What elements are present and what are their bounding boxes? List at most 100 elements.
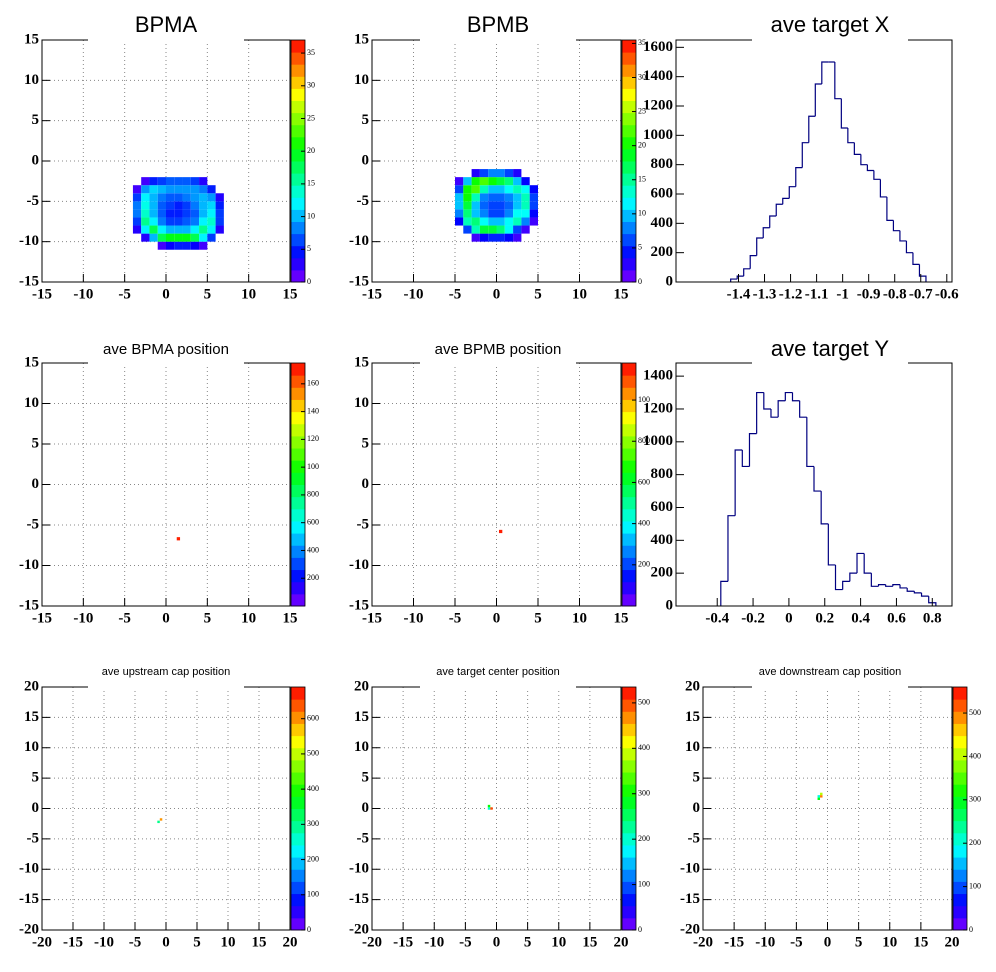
heatmap-cell <box>182 201 191 210</box>
palette-band <box>953 711 967 724</box>
heatmap-cell <box>174 193 183 202</box>
heatmap-cell <box>488 193 497 202</box>
palette-band <box>622 723 636 737</box>
histogram-bin <box>860 154 868 166</box>
histogram-bin <box>847 128 855 144</box>
palette-band <box>291 245 305 259</box>
heatmap-cell <box>199 177 208 186</box>
histogram-bin <box>795 167 803 187</box>
heatmap-cell <box>190 217 200 226</box>
z-tick-label: 15 <box>307 179 315 188</box>
palette-band <box>622 759 636 773</box>
heatmap-cell <box>159 818 163 821</box>
histogram-bin <box>912 252 920 265</box>
heatmap-cell <box>190 209 200 218</box>
z-tick-label: 800 <box>307 490 319 499</box>
histogram-bin <box>801 142 809 168</box>
palette-band <box>622 881 636 895</box>
heatmap-cell <box>166 193 175 202</box>
palette-band <box>291 857 305 870</box>
y-tick-label: -10 <box>19 557 39 573</box>
x-tick-label: -20 <box>362 934 382 950</box>
heatmap-cell <box>488 185 497 194</box>
title-box <box>420 12 576 42</box>
y-tick-label: 1400 <box>643 68 673 84</box>
y-tick-label: 10 <box>685 739 700 755</box>
heatmap-cell <box>479 209 489 218</box>
x-tick-label: 15 <box>283 286 298 302</box>
y-tick-label: 200 <box>651 244 674 260</box>
heatmap-cell <box>149 225 158 234</box>
chart-title: ave BPMA position <box>103 341 229 358</box>
histogram-bin <box>784 391 793 401</box>
histogram-bin <box>763 392 771 410</box>
title-box <box>752 336 908 366</box>
heatmap-cell <box>207 225 216 234</box>
x-tick-label: -5 <box>459 934 472 950</box>
y-tick-label: -10 <box>349 557 369 573</box>
z-tick-label: 30 <box>307 81 315 90</box>
heatmap-cell <box>141 185 150 194</box>
heatmap-cell <box>182 209 191 218</box>
y-tick-label: 15 <box>24 709 39 725</box>
heatmap-cell <box>174 225 183 234</box>
y-tick-label: 0 <box>32 152 40 168</box>
palette-frame <box>621 686 637 931</box>
heatmap-cell <box>176 537 181 541</box>
x-tick-label: -5 <box>790 934 803 950</box>
heatmap-cell <box>504 217 514 226</box>
x-tick-label: -10 <box>73 610 93 626</box>
x-tick-label: -5 <box>449 610 462 626</box>
palette-band <box>622 772 636 785</box>
palette-band <box>622 76 636 89</box>
chart-title: ave target Y <box>771 336 890 361</box>
palette-band <box>622 545 636 558</box>
x-tick-label: -10 <box>424 934 444 950</box>
x-tick-label: 0.6 <box>887 610 906 626</box>
heatmap-cell <box>471 201 480 210</box>
y-tick-label: 5 <box>362 435 370 451</box>
palette-band <box>953 772 967 785</box>
heatmap-cell <box>463 201 472 210</box>
y-tick-label: 15 <box>685 709 700 725</box>
z-tick-label: 400 <box>307 784 319 793</box>
heatmap-cell <box>157 241 166 250</box>
heatmap-cell <box>207 193 216 202</box>
palette-band <box>622 869 636 882</box>
palette-band <box>291 545 305 558</box>
y-tick-label: 1000 <box>643 127 673 143</box>
heatmap-cell <box>529 185 538 194</box>
title-box <box>88 336 244 366</box>
palette-band <box>622 245 636 259</box>
x-tick-label: -10 <box>404 286 424 302</box>
heatmap-cell <box>455 193 464 202</box>
z-tick-label: 0 <box>638 925 642 934</box>
x-tick-label: -5 <box>118 610 131 626</box>
y-tick-label: 600 <box>651 185 674 201</box>
y-tick-label: 1000 <box>643 433 673 449</box>
heatmap-cell <box>455 177 464 186</box>
heatmap-cell <box>166 241 175 250</box>
heatmap-cell <box>463 193 472 202</box>
heatmap-cell <box>496 217 505 226</box>
y-tick-label: -10 <box>349 861 369 877</box>
palette-band <box>291 257 305 271</box>
x-tick-label: -20 <box>693 934 713 950</box>
heatmap-cell <box>141 217 150 226</box>
y-tick-label: 0 <box>362 476 370 492</box>
histogram-bin <box>870 573 879 587</box>
heatmap-cell <box>471 193 480 202</box>
z-tick-label: 100 <box>307 890 319 899</box>
z-tick-label: 200 <box>638 560 650 569</box>
histogram-bin <box>782 197 790 205</box>
x-tick-label: 15 <box>582 934 597 950</box>
z-tick-label: 100 <box>638 879 650 888</box>
histogram-bin <box>899 230 907 242</box>
histogram-bin <box>748 433 757 467</box>
y-tick-label: -5 <box>27 516 40 532</box>
heatmap-cell <box>132 185 142 194</box>
heatmap-cell <box>504 185 514 194</box>
heatmap-cell <box>521 201 530 210</box>
palette-band <box>622 711 636 724</box>
palette-band <box>622 844 636 858</box>
